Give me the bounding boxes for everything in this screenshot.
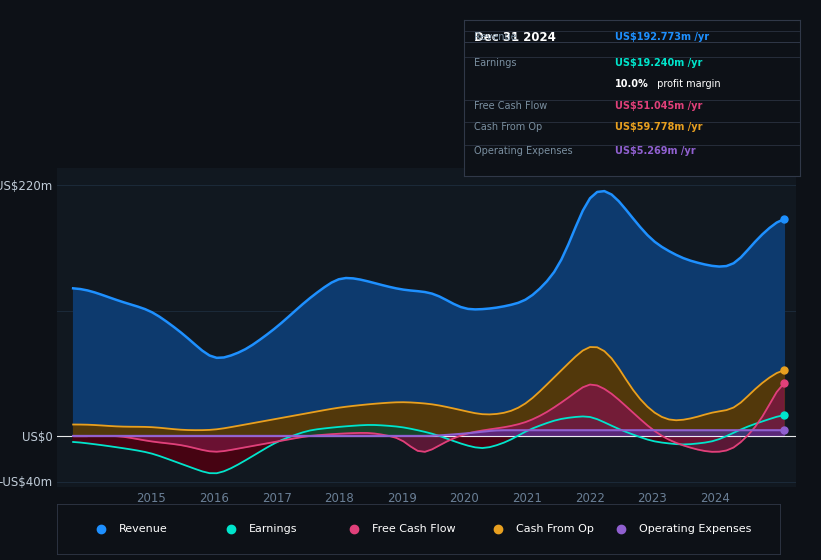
Text: US$59.778m /yr: US$59.778m /yr	[616, 123, 703, 133]
Text: 10.0%: 10.0%	[616, 78, 649, 88]
Text: US$192.773m /yr: US$192.773m /yr	[616, 31, 709, 41]
Text: Cash From Op: Cash From Op	[474, 123, 542, 133]
Text: profit margin: profit margin	[654, 78, 721, 88]
Text: US$19.240m /yr: US$19.240m /yr	[616, 58, 703, 68]
Text: Operating Expenses: Operating Expenses	[474, 146, 572, 156]
Text: US$51.045m /yr: US$51.045m /yr	[616, 101, 703, 110]
Text: Revenue: Revenue	[119, 524, 167, 534]
Text: Free Cash Flow: Free Cash Flow	[474, 101, 548, 110]
Text: Dec 31 2024: Dec 31 2024	[474, 31, 556, 44]
Text: Earnings: Earnings	[474, 58, 516, 68]
Text: Free Cash Flow: Free Cash Flow	[372, 524, 456, 534]
Text: Revenue: Revenue	[474, 31, 516, 41]
Text: Cash From Op: Cash From Op	[516, 524, 594, 534]
Text: Earnings: Earnings	[249, 524, 297, 534]
Text: Operating Expenses: Operating Expenses	[639, 524, 751, 534]
Text: US$5.269m /yr: US$5.269m /yr	[616, 146, 696, 156]
